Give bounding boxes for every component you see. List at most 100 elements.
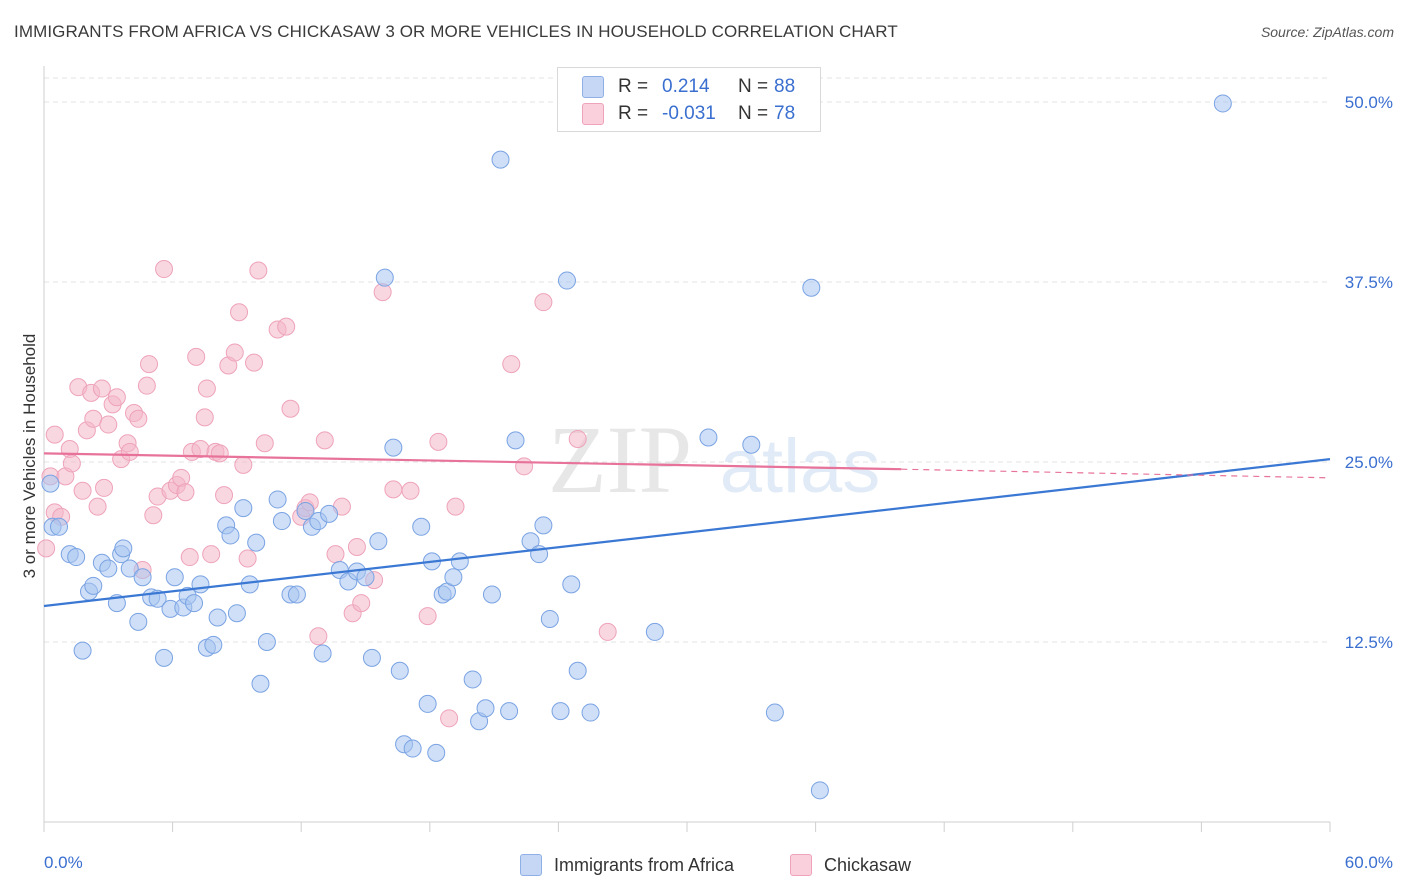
data-point-africa [120, 559, 139, 578]
bottom-legend-chickasaw: Chickasaw [790, 853, 911, 877]
data-point-africa [257, 633, 276, 651]
data-point-africa [320, 504, 339, 523]
legend-r-label: R = [618, 76, 649, 97]
data-point-chickasaw [144, 506, 163, 525]
y-tick-label: 50.0% [1345, 93, 1393, 112]
x-tick-label: 0.0% [44, 853, 83, 872]
data-point-chickasaw [107, 388, 126, 407]
data-point-africa [129, 612, 148, 631]
data-point-chickasaw [249, 261, 268, 280]
y-tick-label: 12.5% [1345, 633, 1393, 652]
data-point-africa [810, 781, 829, 800]
data-point-chickasaw [73, 481, 92, 500]
data-point-chickasaw [215, 486, 234, 505]
data-point-chickasaw [92, 379, 111, 398]
trend-line-africa [43, 458, 1331, 608]
data-point-africa [50, 517, 69, 536]
data-point-africa [444, 568, 463, 587]
data-point-chickasaw [281, 399, 300, 418]
data-point-chickasaw [84, 409, 103, 428]
data-point-chickasaw [155, 260, 174, 279]
data-point-africa [240, 575, 259, 594]
data-point-chickasaw [202, 545, 221, 564]
data-point-chickasaw [197, 379, 216, 398]
trend-line-chickasaw-extension [901, 468, 1331, 479]
data-point-chickasaw [210, 444, 229, 463]
data-point-chickasaw [180, 548, 199, 567]
data-point-africa [581, 703, 600, 722]
legend-n-label: N = [738, 76, 769, 97]
y-axis-label: 3 or more Vehicles in Household [20, 333, 39, 579]
data-point-africa [67, 548, 86, 567]
data-point-chickasaw [37, 539, 56, 558]
data-point-africa [1213, 94, 1232, 113]
legend-n-label: N = [738, 103, 769, 124]
source-label: Source: ZipAtlas.com [1260, 24, 1394, 40]
data-point-africa [491, 150, 510, 169]
data-point-chickasaw [238, 549, 257, 568]
legend-swatch-blue [582, 76, 604, 98]
data-point-chickasaw [384, 480, 403, 499]
data-point-africa [765, 703, 784, 722]
data-point-africa [41, 474, 60, 493]
bottom-legend-africa: Immigrants from Africa [520, 853, 734, 877]
data-point-chickasaw [95, 478, 114, 497]
data-point-chickasaw [137, 376, 156, 395]
data-point-africa [272, 512, 291, 531]
data-point-africa [742, 435, 761, 454]
data-point-chickasaw [245, 353, 264, 372]
data-point-africa [221, 526, 240, 545]
data-point-africa [99, 559, 118, 578]
data-point-africa [155, 648, 174, 667]
data-point-africa [412, 517, 431, 536]
data-point-africa [204, 635, 223, 654]
data-point-chickasaw [140, 355, 159, 374]
data-point-africa [403, 739, 422, 758]
data-point-africa [506, 431, 525, 450]
data-point-chickasaw [515, 457, 534, 476]
data-point-chickasaw [502, 355, 521, 374]
series-chickasaw [37, 260, 617, 728]
data-point-africa [699, 428, 718, 447]
legend-n-value: 88 [774, 76, 796, 97]
data-point-chickasaw [429, 432, 448, 451]
data-point-chickasaw [225, 343, 244, 362]
data-point-africa [73, 641, 92, 660]
data-point-africa [234, 499, 253, 518]
data-point-chickasaw [62, 454, 81, 473]
data-point-africa [384, 438, 403, 457]
data-point-chickasaw [347, 537, 366, 556]
data-point-chickasaw [191, 440, 210, 459]
bottom-legend-label-chickasaw: Chickasaw [824, 854, 912, 875]
series-immigrants-from-africa [41, 94, 1232, 800]
y-tick-label: 37.5% [1345, 273, 1393, 292]
data-point-chickasaw [176, 483, 195, 502]
data-point-chickasaw [598, 622, 617, 641]
data-point-africa [114, 539, 133, 558]
data-point-africa [500, 702, 519, 721]
legend-r-value: -0.031 [662, 103, 716, 124]
data-point-chickasaw [277, 317, 296, 336]
data-point-africa [482, 585, 501, 604]
data-point-africa [165, 568, 184, 587]
data-point-chickasaw [120, 442, 139, 461]
data-point-africa [133, 568, 152, 587]
data-point-chickasaw [440, 709, 459, 728]
data-point-chickasaw [230, 303, 249, 322]
data-point-chickasaw [309, 627, 328, 646]
trend-lines [43, 452, 1331, 608]
data-point-africa [534, 516, 553, 535]
data-point-chickasaw [187, 347, 206, 366]
data-point-africa [645, 622, 664, 641]
data-point-africa [540, 609, 559, 628]
data-point-chickasaw [99, 415, 118, 434]
stats-legend: R = 0.214 N = 88 R = -0.031 N = 78 [557, 67, 821, 132]
data-point-chickasaw [255, 434, 274, 453]
data-point-africa [362, 648, 381, 667]
data-point-chickasaw [534, 293, 553, 312]
data-point-africa [84, 576, 103, 595]
data-point-africa [476, 699, 495, 718]
data-point-africa [450, 552, 469, 571]
bottom-legend-swatch-blue [520, 854, 542, 876]
